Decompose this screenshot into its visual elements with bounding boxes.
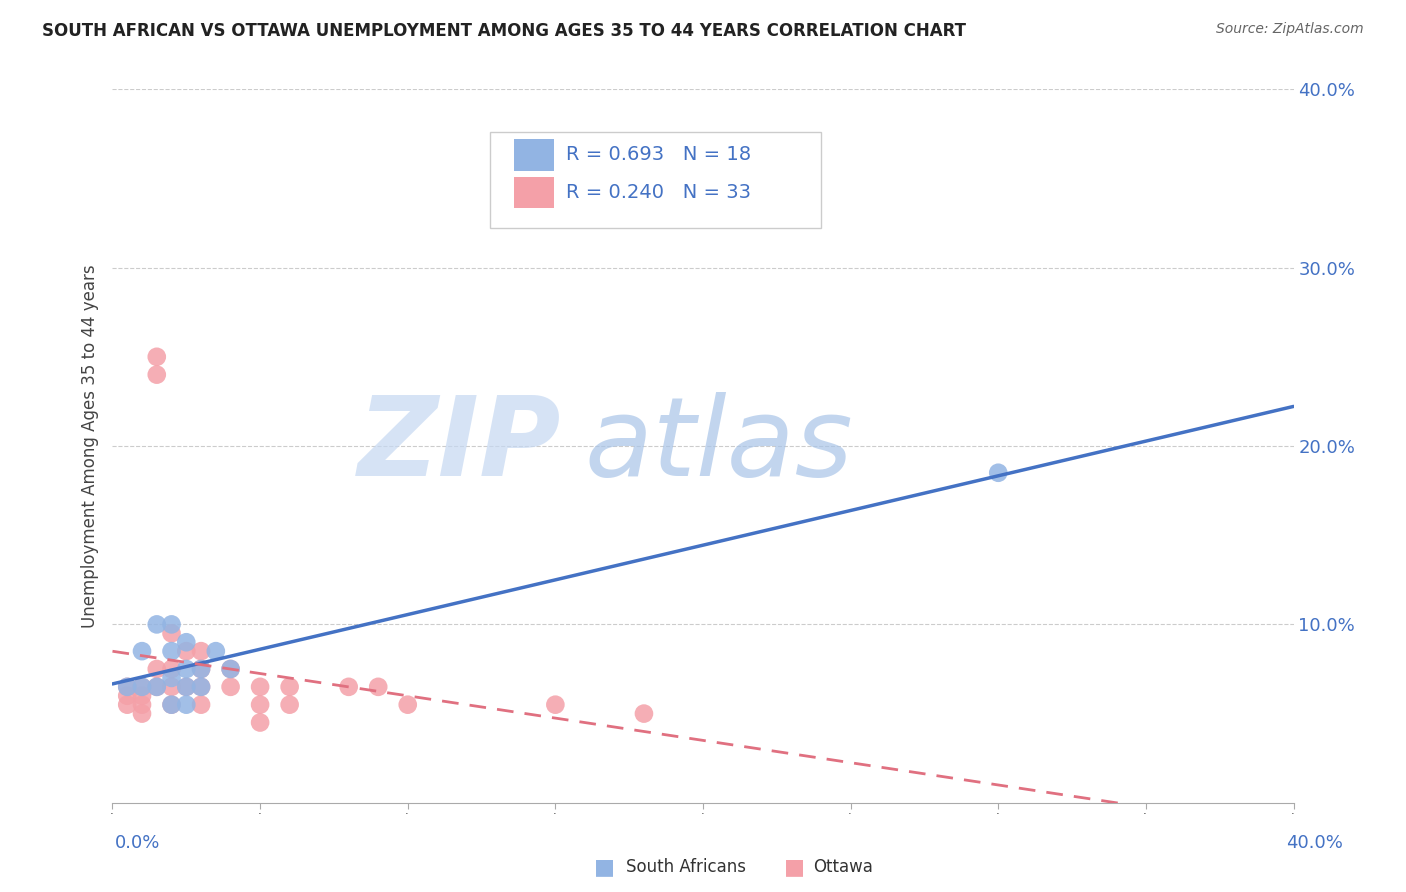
Point [544, 698, 567, 712]
Text: Ottawa: Ottawa [813, 858, 873, 876]
Point [396, 698, 419, 712]
FancyBboxPatch shape [515, 177, 554, 209]
Text: ■: ■ [785, 857, 804, 877]
Point [278, 680, 301, 694]
Point [117, 680, 138, 694]
Y-axis label: Unemployment Among Ages 35 to 44 years: Unemployment Among Ages 35 to 44 years [80, 264, 98, 628]
Point [146, 662, 169, 676]
Point [160, 698, 183, 712]
Point [205, 644, 228, 658]
Point [131, 680, 153, 694]
Point [160, 626, 183, 640]
Point [174, 698, 197, 712]
Point [174, 662, 197, 676]
Point [174, 680, 197, 694]
Point [160, 698, 183, 712]
Text: SOUTH AFRICAN VS OTTAWA UNEMPLOYMENT AMONG AGES 35 TO 44 YEARS CORRELATION CHART: SOUTH AFRICAN VS OTTAWA UNEMPLOYMENT AMO… [42, 22, 966, 40]
Point [146, 350, 169, 364]
Point [190, 662, 212, 676]
Text: ZIP: ZIP [357, 392, 561, 500]
Point [190, 698, 212, 712]
Point [367, 680, 389, 694]
Point [131, 680, 153, 694]
FancyBboxPatch shape [515, 139, 554, 170]
Point [633, 706, 655, 721]
FancyBboxPatch shape [491, 132, 821, 228]
Point [219, 680, 242, 694]
Text: R = 0.240   N = 33: R = 0.240 N = 33 [567, 183, 751, 202]
Point [160, 617, 183, 632]
Text: atlas: atlas [585, 392, 853, 500]
Point [337, 680, 360, 694]
Point [219, 662, 242, 676]
Text: Source: ZipAtlas.com: Source: ZipAtlas.com [1216, 22, 1364, 37]
Point [249, 715, 271, 730]
Point [117, 680, 138, 694]
Point [117, 689, 138, 703]
Point [174, 644, 197, 658]
Point [174, 680, 197, 694]
Point [146, 617, 169, 632]
Text: 40.0%: 40.0% [1286, 834, 1343, 852]
Point [190, 662, 212, 676]
Point [117, 698, 138, 712]
Point [174, 635, 197, 649]
Point [160, 671, 183, 685]
Point [131, 644, 153, 658]
Point [160, 644, 183, 658]
Point [249, 698, 271, 712]
Point [219, 662, 242, 676]
Point [249, 680, 271, 694]
Point [146, 368, 169, 382]
Point [146, 680, 169, 694]
Point [190, 644, 212, 658]
Point [131, 689, 153, 703]
Point [987, 466, 1010, 480]
Point [190, 680, 212, 694]
Text: South Africans: South Africans [626, 858, 745, 876]
Text: 0.0%: 0.0% [115, 834, 160, 852]
Point [190, 680, 212, 694]
Point [146, 680, 169, 694]
Text: R = 0.693   N = 18: R = 0.693 N = 18 [567, 145, 751, 164]
Point [278, 698, 301, 712]
Point [131, 706, 153, 721]
Point [131, 698, 153, 712]
Point [160, 662, 183, 676]
Point [160, 680, 183, 694]
Text: ■: ■ [595, 857, 614, 877]
